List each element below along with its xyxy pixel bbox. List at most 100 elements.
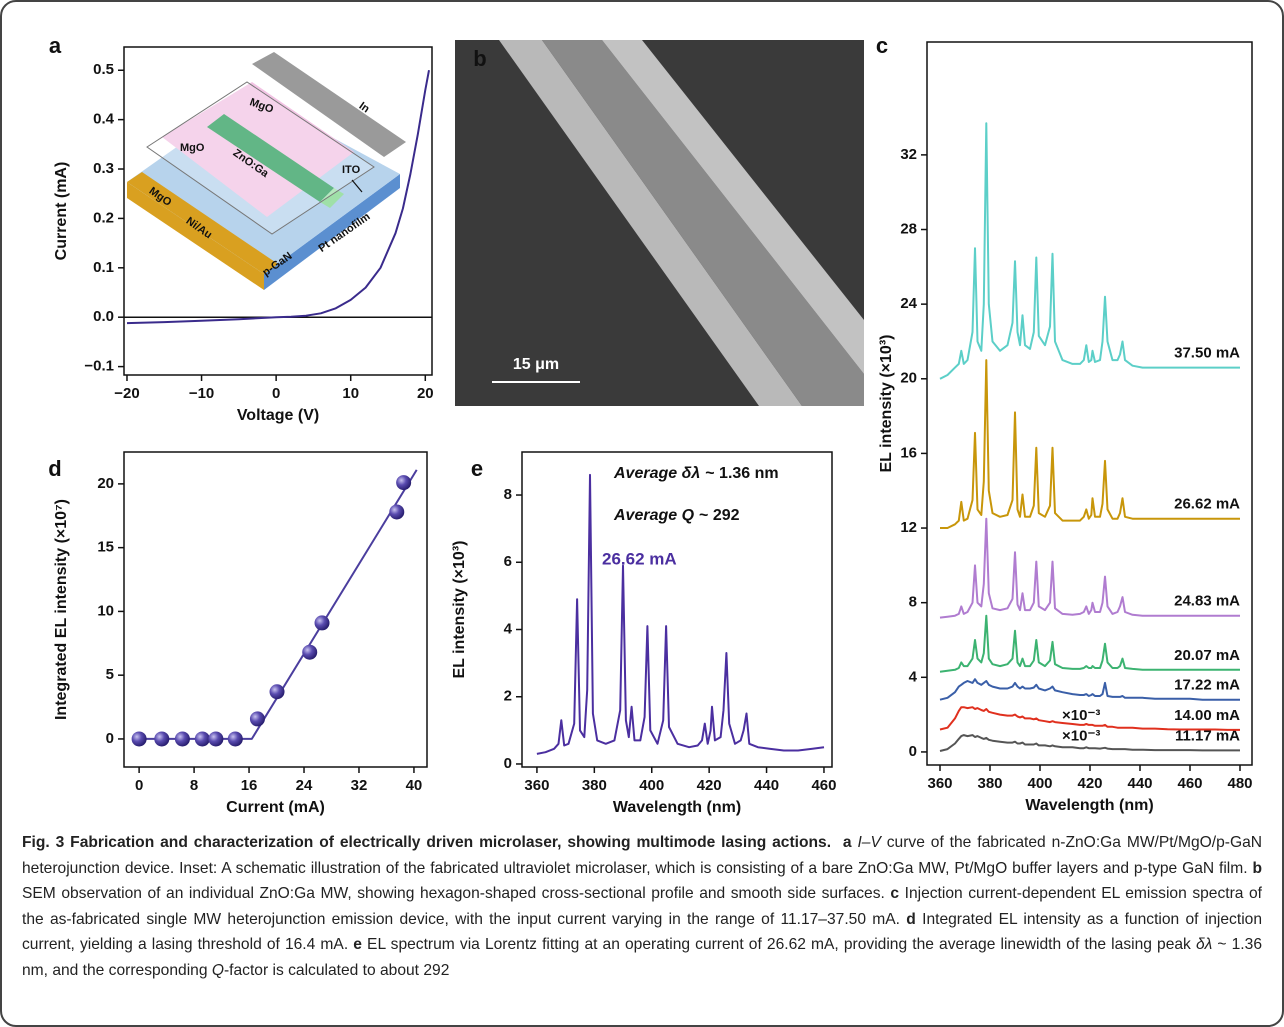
spectrum-line	[940, 359, 1240, 529]
y-tick-label: 16	[900, 444, 917, 461]
panel-label: b	[473, 46, 486, 71]
y-tick-label: 0	[106, 730, 114, 747]
spectrum-line	[939, 517, 1240, 619]
y-tick-label: 12	[900, 519, 917, 536]
y-tick-label: 0.4	[93, 111, 115, 128]
spectrum-line	[939, 122, 1240, 380]
caption-run: Fig. 3 Fabrication and characterization …	[22, 834, 858, 851]
caption-run: ~ 1.36 nm, and the corresponding	[22, 936, 1267, 979]
caption-run: -factor is calculated to about 292	[223, 961, 450, 979]
x-tick-label: 360	[524, 777, 549, 794]
x-axis-title: Wavelength (nm)	[1025, 797, 1153, 814]
data-point	[208, 731, 224, 747]
plot-frame	[521, 451, 833, 768]
y-tick-label: 24	[900, 295, 917, 312]
caption-run: b	[1252, 859, 1262, 877]
series-label: 20.07 mA	[1174, 647, 1240, 664]
x-tick-label: 420	[1077, 775, 1102, 792]
caption-run: Integrated EL intensity as a function of…	[22, 910, 1267, 954]
x-tick-label: 32	[351, 777, 368, 794]
series-label: 14.00 mA	[1174, 707, 1240, 724]
data-point	[174, 731, 190, 747]
x-tick-label: 380	[977, 775, 1002, 792]
x-tick-label: 20	[417, 385, 434, 402]
caption-run: c	[890, 885, 900, 902]
y-tick-label: 2	[504, 688, 512, 705]
x-tick-label: 480	[1227, 775, 1252, 792]
x-tick-label: 0	[135, 777, 143, 794]
chart-panel: −20 −10 0 10 20 −0.1 0.0 0.1 0.2 0.3 0.4 0.5 a Voltag…	[49, 33, 434, 424]
y-tick-label: 0.1	[93, 259, 114, 276]
x-tick-label: 8	[190, 777, 198, 794]
plot-frame	[123, 46, 433, 376]
y-tick-label: 5	[106, 666, 114, 683]
y-axis-title: Current (mA)	[53, 162, 70, 261]
panel-label: c	[876, 33, 888, 58]
caption-run: curve of the fabricated n-ZnO:Ga MW/Pt/M…	[22, 834, 1267, 877]
caption-run: Injection current-dependent EL emission …	[22, 885, 1267, 928]
x-axis-title: Voltage (V)	[237, 407, 319, 424]
x-tick-label: 16	[241, 777, 258, 794]
y-tick-label: 8	[504, 486, 512, 503]
x-tick-label: −20	[114, 385, 139, 402]
caption-run: EL spectrum via Lorentz fitting at an op…	[361, 936, 1196, 953]
y-tick-label: 4	[909, 668, 918, 685]
caption-run: δλ	[1195, 936, 1213, 953]
scale-bar-label: 15 μm	[513, 356, 559, 373]
y-tick-label: 20	[900, 370, 917, 387]
annotation: ×10⁻³	[1062, 727, 1100, 744]
y-tick-label: 15	[97, 539, 114, 556]
series-label: 17.22 mA	[1174, 677, 1240, 694]
spectrum-line	[939, 678, 1240, 701]
y-tick-label: 32	[900, 146, 917, 163]
spectrum-line	[939, 614, 1240, 673]
data-point	[302, 644, 318, 660]
y-tick-label: 10	[97, 602, 114, 619]
data-point	[314, 615, 330, 631]
data-point	[396, 475, 412, 491]
x-tick-label: −10	[189, 385, 214, 402]
panel-label: d	[48, 456, 61, 481]
figure-panels: 15 μm b In MgO MgO ZnO:Ga ITO MgO Ni/Au …	[48, 33, 1253, 816]
annotation: Average δλ ~ 1.36 nm	[613, 465, 779, 482]
x-tick-label: 380	[582, 777, 607, 794]
y-tick-label: 20	[97, 475, 114, 492]
x-tick-label: 460	[1177, 775, 1202, 792]
data-point	[269, 684, 285, 700]
panel-label: e	[471, 456, 483, 481]
inset-label: ITO	[342, 164, 361, 176]
y-axis-title: EL intensity (×10³)	[451, 541, 468, 679]
caption-run: I–V	[857, 834, 881, 851]
data-point	[227, 731, 243, 747]
x-tick-label: 440	[1127, 775, 1152, 792]
data-point	[194, 731, 210, 747]
data-point	[249, 711, 265, 727]
chart-panel: 360 380 400 420 440 460 480 0 4 8 12 16 20 24 28 32 c Wav…	[876, 33, 1253, 814]
y-tick-label: 0.3	[93, 160, 114, 177]
y-tick-label: 4	[504, 620, 513, 637]
x-tick-label: 420	[697, 777, 722, 794]
y-tick-label: 8	[909, 594, 917, 611]
spectrum-line	[939, 706, 1240, 731]
annotation: Average Q ~ 292	[613, 507, 740, 524]
caption-run: e	[353, 936, 362, 953]
x-tick-label: 40	[406, 777, 423, 794]
y-tick-label: 28	[900, 220, 917, 237]
data-line	[536, 473, 825, 755]
x-tick-label: 0	[272, 385, 280, 402]
x-axis-title: Current (mA)	[226, 799, 325, 816]
spectrum-line	[939, 734, 1240, 752]
x-tick-label: 400	[639, 777, 664, 794]
plot-frame	[123, 451, 428, 768]
series-label: 26.62 mA	[1174, 496, 1240, 513]
series-label: 24.83 mA	[1174, 593, 1240, 610]
annotation: ×10⁻³	[1062, 707, 1100, 724]
data-point	[131, 731, 147, 747]
series-label: 11.17 mA	[1175, 727, 1240, 744]
data-line	[126, 70, 430, 325]
y-tick-label: 0.0	[93, 308, 114, 325]
y-tick-label: 6	[504, 553, 512, 570]
x-tick-label: 10	[342, 385, 359, 402]
chart-panel: 360 380 400 420 440 460 0 2 4 6 8 e Wavelength (nm) E…	[451, 451, 836, 816]
